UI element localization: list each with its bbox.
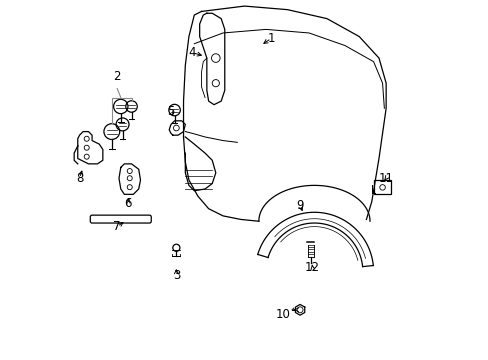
Text: 4: 4 [188,46,196,59]
Text: 10: 10 [275,308,290,321]
Text: 12: 12 [305,261,320,274]
Text: 2: 2 [113,69,121,82]
Text: 3: 3 [172,269,180,282]
Text: 9: 9 [296,199,303,212]
Text: 7: 7 [113,220,121,233]
Text: 1: 1 [267,32,275,45]
Text: 6: 6 [124,197,131,210]
Text: 11: 11 [378,172,393,185]
Text: 8: 8 [76,172,83,185]
Text: 5: 5 [167,105,174,118]
